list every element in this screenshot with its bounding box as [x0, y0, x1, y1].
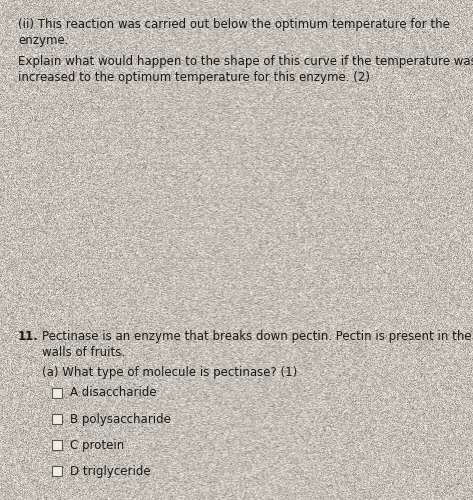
Text: Explain what would happen to the shape of this curve if the temperature was: Explain what would happen to the shape o… — [18, 55, 473, 68]
Bar — [52, 440, 62, 450]
Text: (a) What type of molecule is pectinase? (1): (a) What type of molecule is pectinase? … — [42, 366, 297, 379]
Text: Pectinase is an enzyme that breaks down pectin. Pectin is present in the cell: Pectinase is an enzyme that breaks down … — [42, 330, 473, 343]
Text: D triglyceride: D triglyceride — [70, 464, 150, 477]
Bar — [52, 388, 62, 398]
Text: 11.: 11. — [18, 330, 39, 343]
Text: walls of fruits.: walls of fruits. — [42, 346, 125, 359]
Text: increased to the optimum temperature for this enzyme. (2): increased to the optimum temperature for… — [18, 71, 370, 84]
Bar — [52, 466, 62, 476]
Text: (ii) This reaction was carried out below the optimum temperature for the: (ii) This reaction was carried out below… — [18, 18, 450, 31]
Text: C protein: C protein — [70, 438, 124, 452]
Bar — [52, 414, 62, 424]
Text: enzyme.: enzyme. — [18, 34, 69, 47]
Text: B polysaccharide: B polysaccharide — [70, 412, 171, 426]
Text: A disaccharide: A disaccharide — [70, 386, 157, 400]
